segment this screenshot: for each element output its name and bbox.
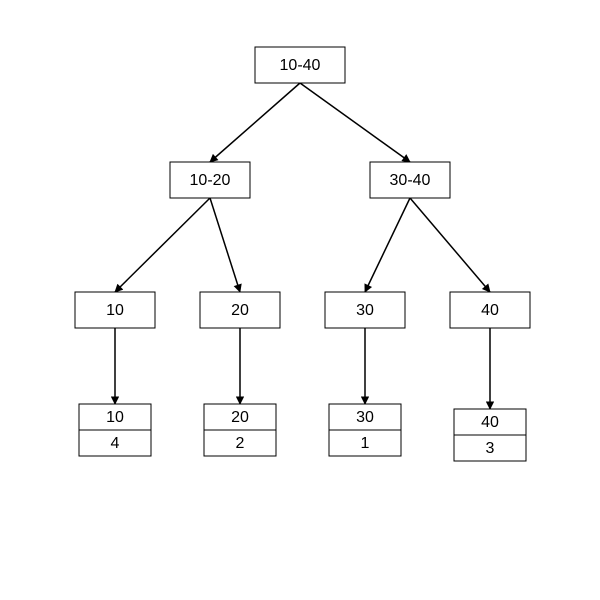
leaf-cell-label: 1 <box>361 435 370 452</box>
leaf-node: 10 4 <box>79 404 151 456</box>
node-label: 30-40 <box>390 172 431 189</box>
tree-node: 20 <box>200 292 280 328</box>
tree-node: 10-40 <box>255 47 345 83</box>
tree-node: 30 <box>325 292 405 328</box>
leaf-cell-label: 3 <box>486 440 495 457</box>
leaf-node: 20 2 <box>204 404 276 456</box>
tree-edge <box>210 83 300 162</box>
tree-diagram: 10-40 10-20 30-40 10 20 30 40 10 4 20 2 30 1 40 3 <box>0 0 600 600</box>
node-label: 40 <box>481 302 499 319</box>
tree-edge <box>115 198 210 292</box>
leaf-node: 40 3 <box>454 409 526 461</box>
leaf-cell-label: 4 <box>111 435 120 452</box>
node-label: 10-20 <box>190 172 231 189</box>
leaf-cell-label: 40 <box>481 414 499 431</box>
leaf-node: 30 1 <box>329 404 401 456</box>
leaf-cell-label: 2 <box>236 435 245 452</box>
leaf-cell-label: 30 <box>356 409 374 426</box>
tree-node: 10-20 <box>170 162 250 198</box>
node-label: 20 <box>231 302 249 319</box>
tree-node: 30-40 <box>370 162 450 198</box>
edges-group <box>115 83 490 409</box>
node-label: 10 <box>106 302 124 319</box>
tree-edge <box>365 198 410 292</box>
node-label: 30 <box>356 302 374 319</box>
leaf-cell-label: 10 <box>106 409 124 426</box>
tree-node: 10 <box>75 292 155 328</box>
tree-edge <box>300 83 410 162</box>
tree-edge <box>410 198 490 292</box>
leaf-cell-label: 20 <box>231 409 249 426</box>
tree-edge <box>210 198 240 292</box>
nodes-group: 10-40 10-20 30-40 10 20 30 40 10 4 20 2 30 1 40 3 <box>75 47 530 461</box>
tree-node: 40 <box>450 292 530 328</box>
node-label: 10-40 <box>280 57 321 74</box>
